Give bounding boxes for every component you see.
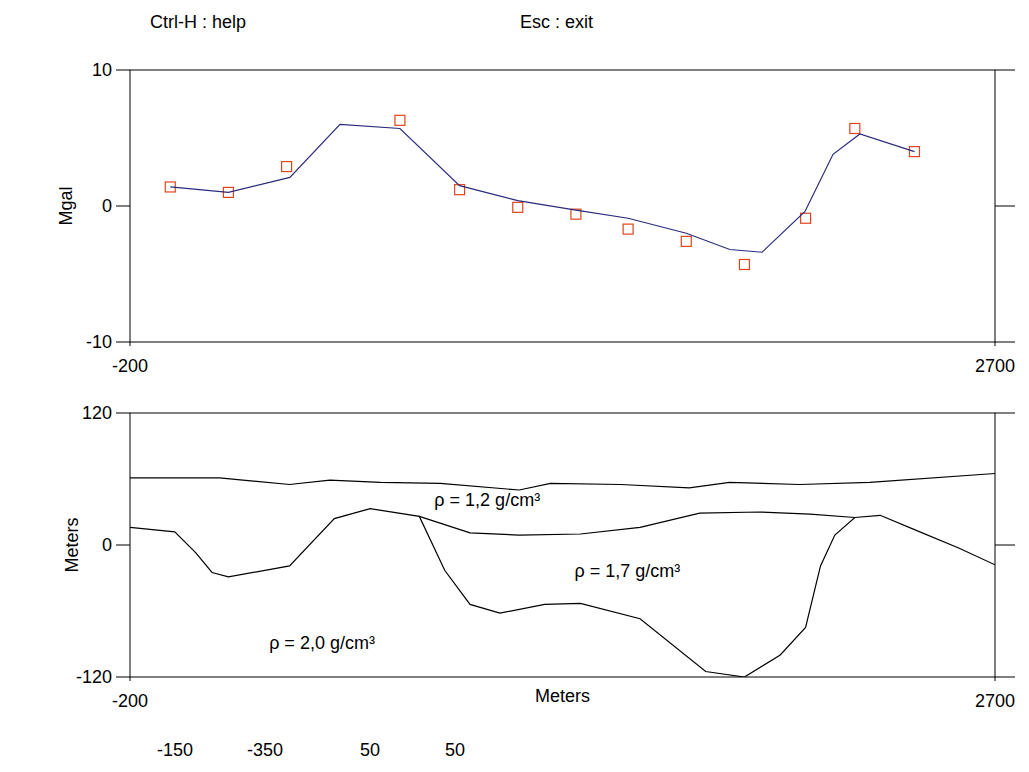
data-layer xyxy=(130,474,995,678)
y-axis-title: Meters xyxy=(62,517,82,572)
y-tick-label: 10 xyxy=(92,60,112,80)
page: Ctrl-H : help Esc : exit -10 0 10 -200 2700 Mga… xyxy=(0,0,1029,772)
y-tick xyxy=(116,413,130,414)
density-label: ρ = 2,0 g/cm³ xyxy=(269,633,375,653)
model-boundary xyxy=(419,512,854,535)
y-tick-label: -120 xyxy=(76,667,112,687)
footer-label: 50 xyxy=(445,740,465,760)
model-boundary xyxy=(130,474,995,491)
y-tick xyxy=(116,206,130,207)
y-tick xyxy=(995,545,1015,546)
footer-label: -150 xyxy=(157,740,193,760)
y-tick xyxy=(995,342,1015,343)
calculated-curve xyxy=(170,124,914,252)
y-tick-label: 0 xyxy=(102,535,112,555)
x-tick xyxy=(995,677,996,681)
plot-frame xyxy=(130,413,995,677)
observed-point xyxy=(739,259,749,269)
x-tick xyxy=(130,677,131,681)
model-boundary xyxy=(130,509,995,677)
observed-point xyxy=(681,236,691,246)
y-tick xyxy=(995,413,1015,414)
observed-point xyxy=(395,115,405,125)
y-tick-label: 120 xyxy=(82,403,112,423)
y-tick-label: 0 xyxy=(102,196,112,216)
x-tick-label: 2700 xyxy=(975,356,1015,376)
background xyxy=(0,0,1029,772)
observed-point xyxy=(282,162,292,172)
y-tick-label: -10 xyxy=(86,332,112,352)
y-tick xyxy=(116,677,130,678)
density-label: ρ = 1,2 g/cm³ xyxy=(434,490,540,510)
data-layer xyxy=(165,115,919,269)
density-label: ρ = 1,7 g/cm³ xyxy=(574,561,680,581)
x-tick-label: -200 xyxy=(112,691,148,711)
footer-label: -350 xyxy=(247,740,283,760)
plot-frame xyxy=(130,70,995,342)
exit-text: Esc : exit xyxy=(520,12,593,32)
observed-point xyxy=(623,224,633,234)
observed-point xyxy=(850,123,860,133)
y-tick xyxy=(116,545,130,546)
y-axis-title: Mgal xyxy=(56,186,76,225)
x-tick xyxy=(995,342,996,346)
help-text: Ctrl-H : help xyxy=(150,12,246,32)
y-tick xyxy=(116,342,130,343)
footer-label: 50 xyxy=(360,740,380,760)
y-tick xyxy=(995,677,1015,678)
x-tick-label: -200 xyxy=(112,356,148,376)
observed-point xyxy=(513,202,523,212)
y-tick xyxy=(995,206,1015,207)
x-tick-label: 2700 xyxy=(975,691,1015,711)
x-tick xyxy=(130,342,131,346)
x-axis-title: Meters xyxy=(535,686,590,706)
y-tick xyxy=(995,70,1015,71)
panel-0: -10 0 10 -200 2700 Mgal xyxy=(56,60,1015,376)
y-tick xyxy=(116,70,130,71)
panel-1: -120 0 120 -200 2700 Meters Meters ρ = 1,2 g/cm… xyxy=(62,403,1015,711)
